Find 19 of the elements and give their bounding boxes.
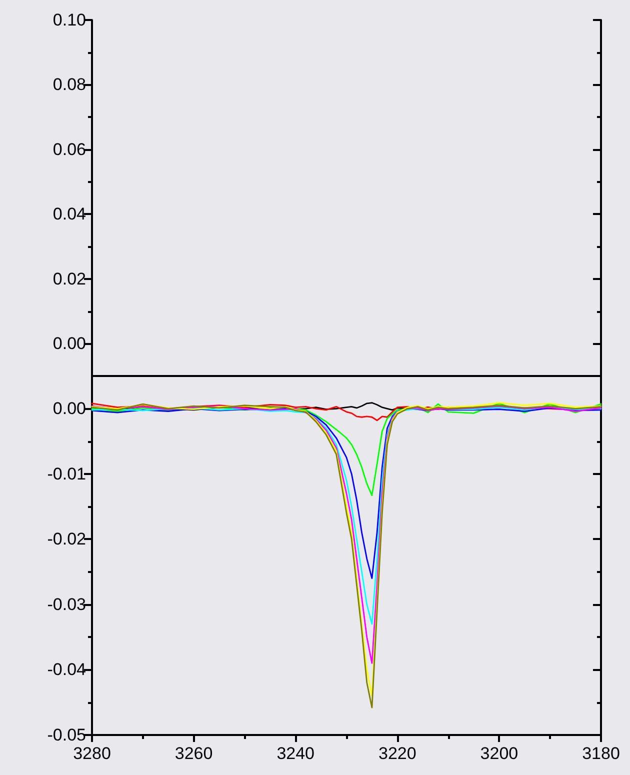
y-tick-label: -0.04 — [47, 660, 86, 680]
y-tick-label: -0.05 — [47, 726, 86, 744]
y-tick-label: -0.01 — [47, 464, 86, 484]
y-tick-label: 0.08 — [52, 75, 86, 94]
x-tick-label: 3220 — [378, 744, 416, 763]
x-tick-label: 3180 — [582, 744, 620, 763]
y-tick-label: 0.06 — [52, 140, 86, 159]
y-tick-label: 0.02 — [52, 269, 86, 288]
x-tick-label: 3260 — [174, 744, 213, 763]
y-tick-label: 0.04 — [52, 204, 86, 224]
x-tick-label: 3200 — [480, 744, 518, 763]
x-tick-label: 3280 — [73, 744, 111, 763]
x-tick-label: 3240 — [276, 744, 315, 763]
y-tick-label: 0.00 — [52, 399, 86, 418]
y-tick-label: -0.03 — [47, 594, 86, 614]
line-series — [91, 406, 602, 625]
y-tick-label: -0.02 — [47, 530, 86, 549]
y-tick-label: 0.00 — [52, 334, 86, 354]
y-tick-label: 0.10 — [52, 10, 86, 30]
